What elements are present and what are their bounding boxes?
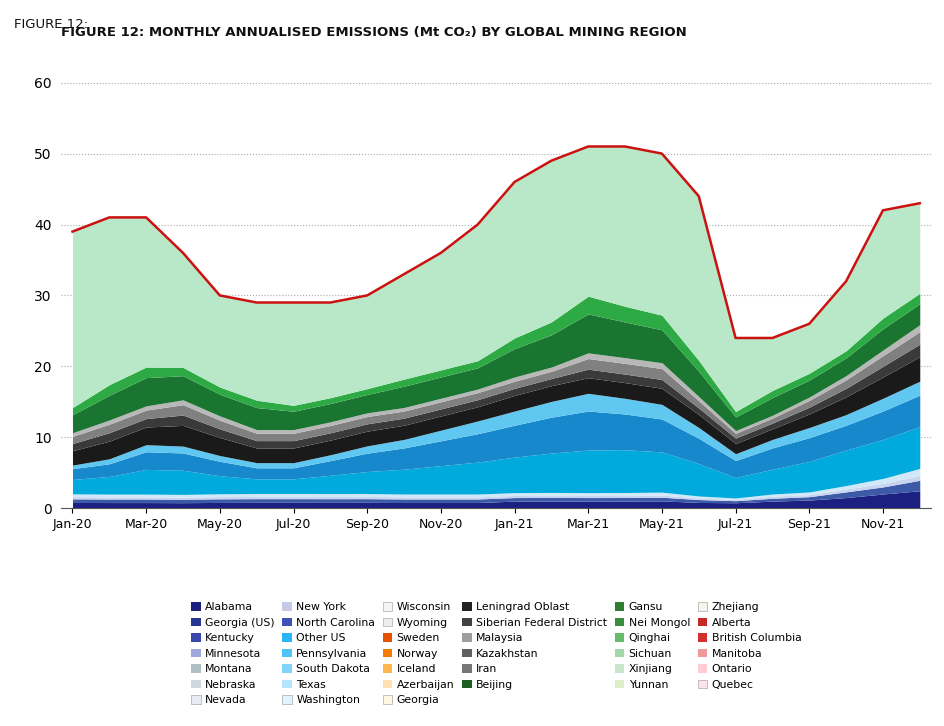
Text: FIGURE 12: MONTHLY ANNUALISED EMISSIONS (Mt CO₂) BY GLOBAL MINING REGION: FIGURE 12: MONTHLY ANNUALISED EMISSIONS … xyxy=(14,18,639,31)
Text: FIGURE 12: MONTHLY ANNUALISED EMISSIONS (Mt CO₂) BY GLOBAL MINING REGION: FIGURE 12: MONTHLY ANNUALISED EMISSIONS … xyxy=(61,26,686,39)
Text: FIGURE 12:: FIGURE 12: xyxy=(14,18,93,31)
Legend: Alabama, Georgia (US), Kentucky, Minnesota, Montana, Nebraska, Nevada, New York,: Alabama, Georgia (US), Kentucky, Minneso… xyxy=(187,599,804,709)
